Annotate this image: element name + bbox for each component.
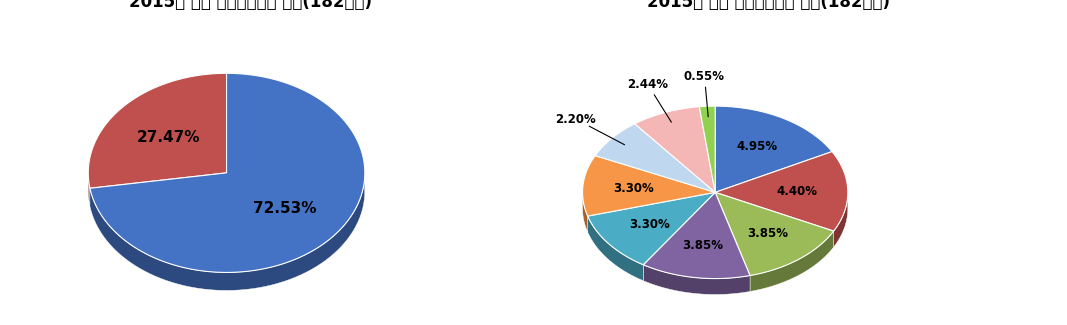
Polygon shape xyxy=(583,156,715,216)
Polygon shape xyxy=(715,192,833,276)
Text: 27.47%: 27.47% xyxy=(137,130,201,145)
Polygon shape xyxy=(750,231,833,292)
Text: 0.55%: 0.55% xyxy=(684,70,724,83)
Title: 2015년 전국 동근잎유홍초 분포(182지역): 2015년 전국 동근잎유홍초 분포(182지역) xyxy=(129,0,372,11)
Text: 2.44%: 2.44% xyxy=(627,78,668,91)
Polygon shape xyxy=(643,265,750,294)
Polygon shape xyxy=(643,192,750,279)
Legend: 비발생, 발생: 비발생, 발생 xyxy=(670,131,731,181)
Polygon shape xyxy=(635,107,715,192)
Polygon shape xyxy=(583,193,588,232)
Polygon shape xyxy=(90,73,365,272)
Text: 2.20%: 2.20% xyxy=(556,113,596,126)
Polygon shape xyxy=(89,73,226,188)
Polygon shape xyxy=(699,106,715,192)
Polygon shape xyxy=(588,216,643,281)
Polygon shape xyxy=(89,175,90,206)
Title: 2015년 전국 동근잎유홍초 분포(182지역): 2015년 전국 동근잎유홍초 분포(182지역) xyxy=(647,0,890,11)
Text: 4.40%: 4.40% xyxy=(777,185,818,198)
Polygon shape xyxy=(588,192,715,265)
Polygon shape xyxy=(595,124,715,192)
Text: 3.85%: 3.85% xyxy=(682,239,723,252)
Text: 3.30%: 3.30% xyxy=(628,218,669,231)
Text: 72.53%: 72.53% xyxy=(253,201,316,216)
Text: 3.85%: 3.85% xyxy=(747,227,787,240)
Polygon shape xyxy=(715,151,848,231)
Text: 4.95%: 4.95% xyxy=(737,140,778,153)
Polygon shape xyxy=(715,106,832,192)
Polygon shape xyxy=(833,193,848,247)
Polygon shape xyxy=(90,177,365,291)
Text: 3.30%: 3.30% xyxy=(612,182,654,195)
